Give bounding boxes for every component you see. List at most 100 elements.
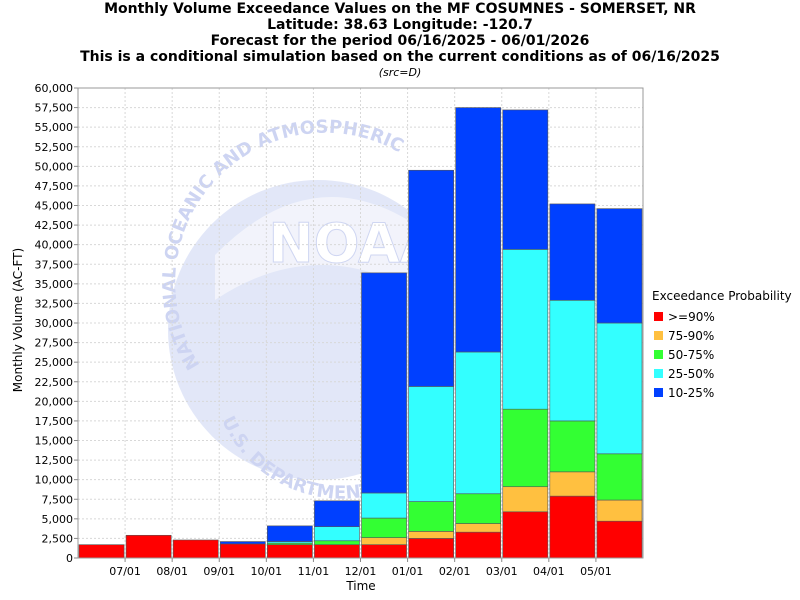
bar-segment [455, 523, 502, 533]
y-tick-label: 12,500 [35, 454, 74, 467]
bar-segment [267, 525, 313, 542]
y-axis-title: Monthly Volume (AC-FT) [11, 248, 25, 392]
bar-segment [502, 408, 549, 488]
bar-segment [502, 249, 549, 410]
bar-segment [219, 541, 266, 545]
legend-label: 50-75% [668, 347, 715, 362]
legend-label: 75-90% [668, 328, 715, 343]
legend-label: >=90% [668, 309, 715, 324]
y-tick-label: 45,000 [35, 200, 74, 213]
legend-swatch-25-50 [654, 369, 663, 378]
bar-segment [314, 540, 360, 545]
bar-segment [549, 495, 596, 559]
bar-segment [314, 500, 360, 527]
bar-segment [219, 543, 266, 559]
bar-segment [361, 272, 407, 494]
bar-segment [596, 499, 643, 522]
bar-segment [361, 492, 407, 519]
y-tick-label: 15,000 [35, 435, 74, 448]
plot-frame [77, 87, 644, 559]
x-tick-label: 12/01 [345, 565, 377, 578]
y-tick-label: 25,000 [35, 356, 74, 369]
bar-segment [125, 534, 172, 559]
y-tick-label: 37,500 [35, 258, 74, 271]
y-tick-label: 52,500 [35, 141, 74, 154]
legend-item: >=90% [654, 307, 792, 326]
bar-segment [408, 386, 454, 502]
bar-segment [314, 544, 360, 559]
bar-segment [408, 501, 454, 532]
x-tick-label: 04/01 [533, 565, 565, 578]
bar-segment [596, 322, 643, 455]
bar-segment [549, 203, 596, 301]
bar-segment [361, 517, 407, 538]
legend-item: 25-50% [654, 364, 792, 383]
legend-swatch-10-25 [654, 388, 663, 397]
x-tick-label: 05/01 [580, 565, 612, 578]
chart-title-line2: Latitude: 38.63 Longitude: -120.7 [267, 17, 533, 33]
bar-segment [549, 299, 596, 422]
x-axis-title: Time [345, 579, 375, 593]
bar-segment [549, 471, 596, 497]
x-tick-label: 10/01 [250, 565, 282, 578]
bar-segment [502, 109, 549, 250]
y-tick-label: 2,500 [42, 532, 74, 545]
y-tick-label: 7,500 [42, 493, 74, 506]
bar-segment [455, 351, 502, 495]
y-tick-label: 40,000 [35, 239, 74, 252]
y-tick-label: 10,000 [35, 474, 74, 487]
bar-segment [502, 486, 549, 513]
chart-titles: Monthly Volume Exceedance Values on the … [0, 1, 800, 80]
y-tick-label: 17,500 [35, 415, 74, 428]
legend-item: 75-90% [654, 326, 792, 345]
legend-swatch-75-90 [654, 331, 663, 340]
legend-swatch-50-75 [654, 350, 663, 359]
stacked-bars [78, 107, 643, 559]
y-tick-label: 35,000 [35, 278, 74, 291]
bar-segment [78, 544, 125, 559]
y-tick-label: 57,500 [35, 102, 74, 115]
bar-segment [596, 520, 643, 559]
legend: Exceedance Probability >=90% 75-90% 50-7… [652, 289, 792, 402]
x-tick-label: 07/01 [109, 565, 141, 578]
bar-segment [408, 169, 454, 387]
chart-title-line3: Forecast for the period 06/16/2025 - 06/… [210, 33, 590, 49]
y-tick-label: 60,000 [35, 82, 74, 95]
bar-segment [502, 511, 549, 559]
legend-title: Exceedance Probability [652, 289, 792, 303]
legend-swatch-90 [654, 312, 663, 321]
x-tick-label: 03/01 [486, 565, 518, 578]
y-tick-label: 50,000 [35, 160, 74, 173]
y-tick-label: 30,000 [35, 317, 74, 330]
bar-segment [361, 544, 407, 559]
y-tick-label: 42,500 [35, 219, 74, 232]
y-tick-label: 55,000 [35, 121, 74, 134]
legend-label: 25-50% [668, 366, 715, 381]
chart-title-line1: Monthly Volume Exceedance Values on the … [104, 1, 696, 17]
bar-segment [314, 526, 360, 542]
bar-segment [361, 537, 407, 545]
x-tick-label: 09/01 [203, 565, 235, 578]
bar-segment [596, 208, 643, 324]
bar-segment [408, 538, 454, 559]
chart-source-note: (src=D) [378, 66, 422, 79]
legend-item: 10-25% [654, 383, 792, 402]
bar-segment [408, 531, 454, 539]
legend-label: 10-25% [668, 385, 715, 400]
chart-title-line4: This is a conditional simulation based o… [80, 49, 720, 65]
x-tick-label: 01/01 [392, 565, 424, 578]
y-tick-label: 47,500 [35, 180, 74, 193]
bar-segment [455, 107, 502, 353]
legend-item: 50-75% [654, 345, 792, 364]
axes: 0 2,500 5,000 7,500 10,000 12,500 15,000 17,500… [35, 82, 644, 578]
y-tick-label: 27,500 [35, 337, 74, 350]
y-tick-label: 0 [66, 552, 73, 565]
x-tick-label: 02/01 [439, 565, 471, 578]
bar-segment [267, 544, 313, 559]
y-tick-label: 20,000 [35, 395, 74, 408]
x-tick-label: 11/01 [298, 565, 330, 578]
y-tick-label: 22,500 [35, 376, 74, 389]
bar-segment [172, 539, 219, 559]
y-tick-label: 5,000 [42, 513, 74, 526]
